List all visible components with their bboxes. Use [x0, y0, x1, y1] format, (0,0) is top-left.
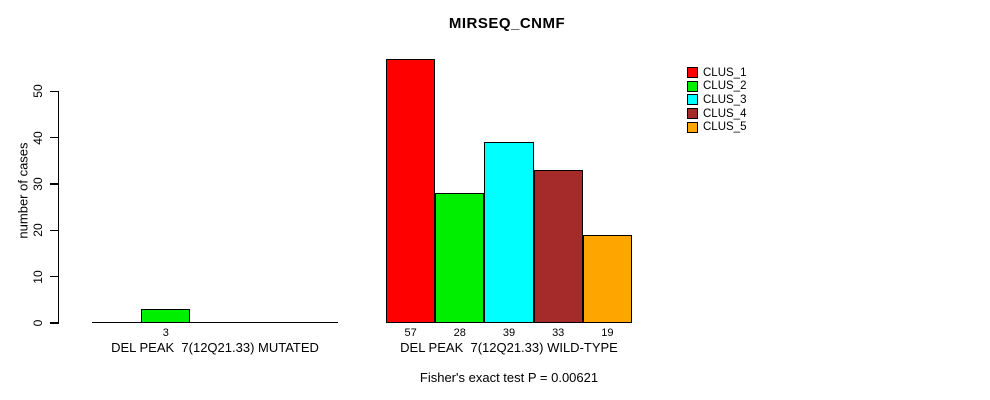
y-tick-label: 30 — [31, 177, 45, 191]
y-tick — [50, 322, 58, 324]
y-tick-label: 40 — [31, 131, 45, 145]
y-tick-label: 50 — [31, 84, 45, 99]
legend-swatch-clus_1 — [687, 67, 698, 78]
y-tick-label: 0 — [31, 319, 45, 327]
legend-label: CLUS_3 — [703, 93, 747, 106]
legend-swatch-clus_5 — [687, 121, 698, 133]
y-tick — [50, 90, 58, 92]
y-tick — [50, 276, 58, 278]
bar-value-label: 28 — [453, 327, 466, 339]
group-baseline — [92, 321, 338, 323]
bar-value-label: 57 — [404, 327, 417, 339]
y-axis-label: number of cases — [15, 142, 31, 239]
legend-label: CLUS_4 — [703, 107, 747, 120]
bar-value-label: 39 — [502, 327, 516, 339]
bar-clus_4 — [533, 170, 583, 323]
category-label: DEL PEAK 7(12Q21.33) MUTATED — [111, 340, 319, 355]
category-label: DEL PEAK 7(12Q21.33) WILD-TYPE — [400, 340, 618, 355]
y-tick — [50, 183, 58, 185]
bar-clus_3 — [484, 142, 534, 323]
y-tick-label: 10 — [31, 270, 45, 284]
legend-swatch-clus_4 — [687, 108, 698, 120]
y-tick — [50, 137, 58, 139]
bar-value-label: 19 — [601, 327, 614, 339]
y-tick-label: 20 — [31, 223, 45, 238]
bar-clus_1 — [386, 58, 436, 323]
bar-clus_5 — [582, 234, 632, 323]
legend-label: CLUS_5 — [703, 121, 747, 134]
legend-swatch-clus_2 — [687, 80, 698, 92]
legend-label: CLUS_2 — [703, 80, 747, 93]
bar-clus_2 — [141, 309, 191, 323]
bar-value-label: 3 — [162, 327, 169, 339]
bar-value-label: 33 — [552, 327, 565, 339]
legend-swatch-clus_3 — [687, 94, 698, 106]
y-axis — [57, 91, 59, 324]
legend-label: CLUS_1 — [703, 66, 747, 79]
fisher-test-annotation: Fisher's exact test P = 0.00621 — [419, 370, 599, 385]
bar-clus_2 — [435, 193, 485, 323]
y-tick — [50, 229, 58, 231]
chart-title: MIRSEQ_CNMF — [448, 15, 566, 32]
